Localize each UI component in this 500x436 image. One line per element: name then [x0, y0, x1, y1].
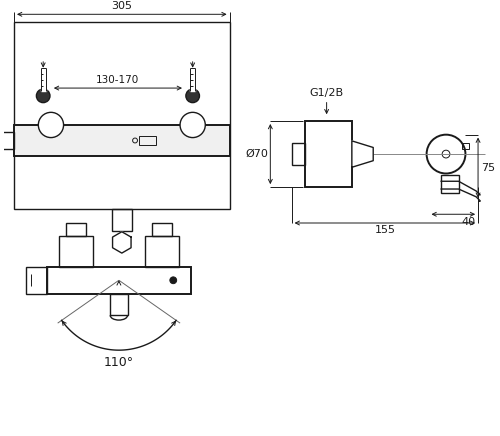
- Bar: [66, 223, 86, 235]
- Bar: [0, 132, 14, 149]
- Polygon shape: [352, 141, 373, 167]
- Text: 305: 305: [112, 1, 132, 11]
- Bar: [14, 125, 230, 156]
- Bar: [47, 267, 191, 294]
- Bar: [462, 143, 469, 149]
- Circle shape: [38, 112, 64, 138]
- Circle shape: [186, 89, 200, 102]
- Bar: [145, 235, 179, 267]
- Bar: [26, 267, 47, 294]
- Bar: [152, 223, 172, 235]
- Text: G1/2B: G1/2B: [310, 88, 344, 98]
- Text: 40: 40: [461, 217, 475, 227]
- Text: 130-170: 130-170: [96, 75, 140, 85]
- Text: 155: 155: [374, 225, 396, 235]
- Bar: [441, 175, 458, 193]
- Polygon shape: [41, 68, 46, 91]
- Text: 110°: 110°: [104, 356, 134, 369]
- Bar: [110, 294, 128, 315]
- Bar: [58, 235, 92, 267]
- Bar: [306, 121, 352, 187]
- Polygon shape: [190, 68, 195, 91]
- Circle shape: [180, 112, 206, 138]
- Bar: [112, 209, 132, 231]
- Bar: [139, 136, 156, 145]
- Text: Ø70: Ø70: [246, 149, 268, 159]
- Bar: [292, 143, 306, 165]
- Circle shape: [36, 89, 50, 102]
- Circle shape: [170, 277, 176, 284]
- Circle shape: [426, 135, 466, 174]
- Bar: [14, 22, 230, 209]
- Polygon shape: [112, 232, 131, 253]
- Text: 75: 75: [481, 163, 495, 173]
- Circle shape: [117, 238, 126, 247]
